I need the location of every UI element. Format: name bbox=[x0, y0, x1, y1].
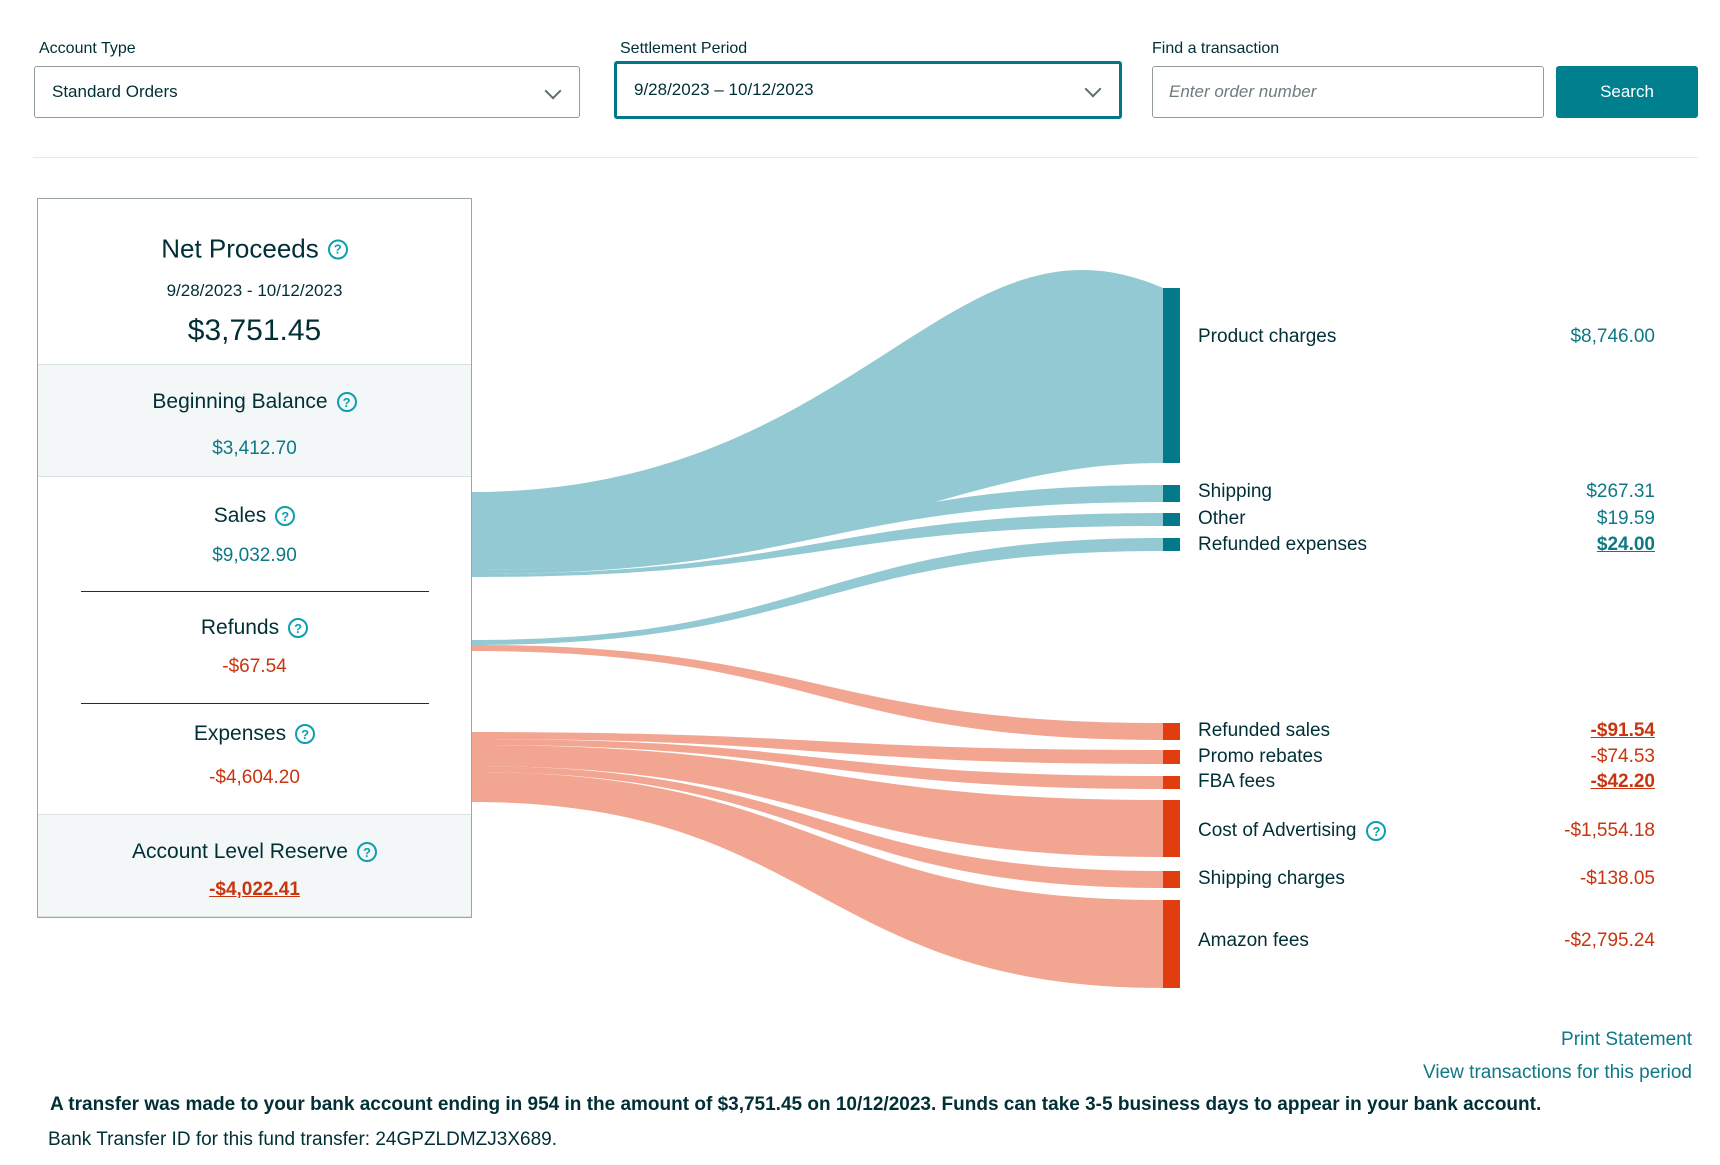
sankey-row-shipping-charges: Shipping charges -$138.05 bbox=[1198, 868, 1655, 890]
flow-fba-fees bbox=[472, 739, 1163, 789]
account-type-value: Standard Orders bbox=[52, 82, 178, 101]
card-section-refunds: Refunds? -$67.54 bbox=[38, 591, 471, 703]
order-number-input[interactable] bbox=[1152, 66, 1544, 118]
sankey-row-refunded-sales: Refunded sales -$91.54 bbox=[1198, 720, 1655, 742]
card-divider bbox=[81, 591, 429, 592]
sankey-label: Shipping charges bbox=[1198, 868, 1345, 889]
sankey-row-amazon-fees: Amazon fees -$2,795.24 bbox=[1198, 930, 1655, 952]
sankey-row-other: Other $19.59 bbox=[1198, 508, 1655, 530]
settlement-period-select[interactable]: 9/28/2023 – 10/12/2023 bbox=[614, 61, 1122, 119]
sankey-row-refunded-expenses: Refunded expenses $24.00 bbox=[1198, 534, 1655, 556]
flow-cost-of-advertising bbox=[472, 745, 1163, 857]
section-amount: $9,032.90 bbox=[212, 545, 297, 566]
sankey-label: Refunded expenses bbox=[1198, 534, 1368, 555]
settlement-period-value: 9/28/2023 – 10/12/2023 bbox=[634, 80, 814, 99]
section-title: Account Level Reserve bbox=[132, 840, 348, 863]
help-icon[interactable]: ? bbox=[327, 239, 348, 259]
net-proceeds-title: Net Proceeds bbox=[161, 233, 319, 264]
section-amount: -$4,022.41 bbox=[209, 879, 300, 900]
bar-fba-fees bbox=[1163, 776, 1180, 789]
card-section-beginning-balance: Beginning Balance? $3,412.70 bbox=[38, 364, 471, 477]
section-amount: $3,412.70 bbox=[212, 438, 297, 459]
bar-product-charges bbox=[1163, 288, 1180, 463]
flow-amazon-fees bbox=[472, 772, 1163, 988]
sankey-amount: -$1,554.18 bbox=[1564, 820, 1655, 841]
view-transactions-link[interactable]: View transactions for this period bbox=[1423, 1062, 1692, 1083]
search-button[interactable]: Search bbox=[1556, 66, 1698, 118]
net-proceeds-card: Net Proceeds ? 9/28/2023 - 10/12/2023 $3… bbox=[37, 198, 472, 918]
sankey-label: Cost of Advertising? bbox=[1198, 820, 1387, 842]
sankey-label: Product charges bbox=[1198, 326, 1337, 347]
sankey-label: Shipping bbox=[1198, 481, 1272, 502]
bar-refunded-expenses bbox=[1163, 538, 1180, 551]
section-title: Sales bbox=[213, 504, 267, 527]
sankey-amount: -$74.53 bbox=[1590, 746, 1655, 767]
print-statement-link[interactable]: Print Statement bbox=[1561, 1029, 1692, 1050]
find-transaction-label: Find a transaction bbox=[1152, 40, 1280, 57]
help-icon[interactable]: ? bbox=[275, 506, 296, 526]
sankey-row-shipping: Shipping $267.31 bbox=[1198, 481, 1655, 503]
sankey-amount: $24.00 bbox=[1596, 534, 1655, 555]
bar-amazon-fees bbox=[1163, 900, 1180, 988]
card-section-sales: Sales? $9,032.90 bbox=[38, 477, 471, 591]
help-icon[interactable]: ? bbox=[295, 724, 316, 744]
bar-other bbox=[1163, 513, 1180, 526]
flow-other bbox=[472, 513, 1163, 577]
sankey-amount: $8,746.00 bbox=[1570, 326, 1655, 347]
net-proceeds-amount: $3,751.45 bbox=[187, 314, 322, 347]
sankey-label: Amazon fees bbox=[1198, 930, 1309, 951]
sankey-row-promo-rebates: Promo rebates -$74.53 bbox=[1198, 746, 1655, 768]
flow-shipping-charges bbox=[472, 766, 1163, 888]
section-title: Beginning Balance bbox=[152, 390, 328, 413]
flow-shipping bbox=[472, 485, 1163, 574]
sankey-label: Other bbox=[1198, 508, 1246, 529]
sankey-amount: $19.59 bbox=[1596, 508, 1655, 529]
card-section-expenses: Expenses? -$4,604.20 bbox=[38, 703, 471, 814]
sankey-row-fba-fees: FBA fees -$42.20 bbox=[1198, 771, 1655, 793]
bank-transfer-id: Bank Transfer ID for this fund transfer:… bbox=[48, 1129, 557, 1150]
sankey-label: Promo rebates bbox=[1198, 746, 1323, 767]
sankey-amount: $267.31 bbox=[1586, 481, 1655, 502]
bar-shipping bbox=[1163, 485, 1180, 502]
section-title: Expenses bbox=[193, 722, 287, 745]
sankey-amount: -$138.05 bbox=[1579, 868, 1655, 889]
sankey-row-product-charges: Product charges $8,746.00 bbox=[1198, 326, 1655, 348]
net-proceeds-period: 9/28/2023 - 10/12/2023 bbox=[166, 281, 343, 300]
flow-refunded-expenses bbox=[472, 538, 1163, 645]
sankey-amount: -$91.54 bbox=[1590, 720, 1655, 741]
sankey-amount: -$2,795.24 bbox=[1564, 930, 1655, 951]
section-amount: -$67.54 bbox=[222, 656, 287, 677]
sankey-label: Refunded sales bbox=[1198, 720, 1331, 741]
sankey-label: FBA fees bbox=[1198, 771, 1276, 792]
card-divider bbox=[81, 703, 429, 704]
section-amount: -$4,604.20 bbox=[209, 767, 300, 788]
bar-refunded-sales bbox=[1163, 723, 1180, 740]
card-section-account-level-reserve: Account Level Reserve? -$4,022.41 bbox=[38, 814, 471, 917]
bar-promo-rebates bbox=[1163, 750, 1180, 764]
help-icon[interactable]: ? bbox=[356, 842, 377, 862]
flow-product-charges bbox=[472, 269, 1163, 570]
sankey-row-cost-of-advertising: Cost of Advertising? -$1,554.18 bbox=[1198, 820, 1655, 842]
transfer-note: A transfer was made to your bank account… bbox=[50, 1094, 1542, 1115]
flow-promo-rebates bbox=[472, 732, 1163, 764]
filter-divider bbox=[33, 157, 1698, 158]
settlement-period-label: Settlement Period bbox=[620, 40, 748, 57]
flow-refunded-sales bbox=[472, 645, 1163, 740]
account-type-label: Account Type bbox=[39, 40, 136, 57]
help-icon[interactable]: ? bbox=[336, 392, 357, 412]
account-type-select[interactable]: Standard Orders bbox=[34, 66, 580, 118]
bar-cost-of-advertising bbox=[1163, 800, 1180, 857]
sankey-amount: -$42.20 bbox=[1590, 771, 1655, 792]
bar-shipping-charges bbox=[1163, 871, 1180, 888]
help-icon[interactable]: ? bbox=[1366, 821, 1387, 841]
help-icon[interactable]: ? bbox=[288, 618, 309, 638]
section-title: Refunds bbox=[200, 616, 280, 639]
